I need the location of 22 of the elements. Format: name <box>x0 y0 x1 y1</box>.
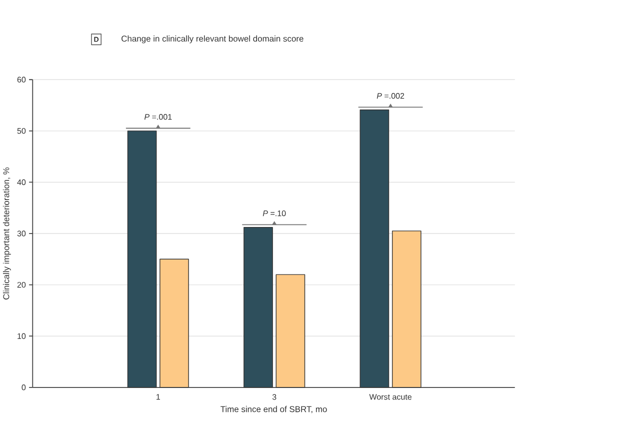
bar <box>392 230 422 388</box>
x-tick-label: Worst acute <box>369 394 412 400</box>
chart-title: Change in clinically relevant bowel domain score <box>122 35 304 44</box>
y-tick-label: 30 <box>17 230 26 236</box>
y-tick-label: 20 <box>17 282 26 288</box>
y-tick-label: 60 <box>17 76 26 82</box>
annotation: P =.002 <box>376 92 404 99</box>
bar <box>360 109 390 388</box>
bar <box>127 130 157 388</box>
x-axis-title: Time since end of SBRT, mo <box>220 406 327 414</box>
bar <box>276 274 306 388</box>
y-tick-label: 10 <box>18 333 26 339</box>
bar <box>244 226 273 388</box>
y-tick-label: 50 <box>17 128 26 134</box>
y-axis-title: Clinically important deterioration, % <box>2 167 11 300</box>
x-tick-label: 3 <box>272 394 276 400</box>
annotation: P =.10 <box>262 210 286 216</box>
bar <box>160 258 189 388</box>
y-tick-label: 0 <box>22 384 26 390</box>
y-tick-label: 40 <box>17 179 26 185</box>
annotation: P =.001 <box>144 114 172 120</box>
x-tick-label: 1 <box>156 394 160 400</box>
